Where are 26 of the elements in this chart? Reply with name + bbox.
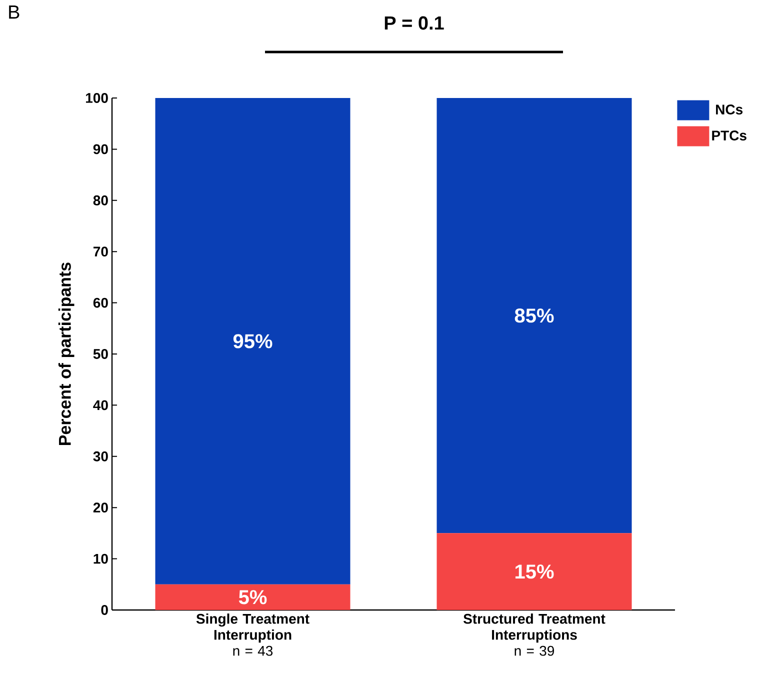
y-tick-label: 40: [93, 400, 108, 410]
text: B: [9, 6, 20, 19]
bar: [155, 98, 350, 584]
y-tick-label: 60: [93, 298, 108, 308]
text: P = 0.1: [384, 16, 444, 30]
data-label: 5%: [238, 590, 267, 604]
data-label: 15%: [515, 564, 554, 579]
data-label: 85%: [514, 308, 554, 323]
text: n = 43: [233, 646, 273, 656]
y-tick-label: 70: [94, 246, 108, 257]
text: n = 39: [514, 646, 554, 656]
data-label: 95%: [233, 334, 272, 348]
legend-label: NCs: [716, 104, 743, 114]
y-tick-label: 90: [93, 144, 108, 154]
y-tick-label: 0: [101, 605, 108, 615]
y-tick-label: 50: [93, 349, 108, 359]
y-tick-label: 10: [94, 554, 108, 564]
y-tick-label: 100: [86, 93, 108, 103]
legend-label: PTCs: [712, 130, 746, 140]
bar: [436, 98, 632, 534]
y-tick-label: 30: [93, 451, 108, 462]
bar: [155, 584, 350, 610]
bar: [436, 533, 632, 610]
y-tick-label: 20: [93, 502, 108, 513]
y-axis-title: Percent of participants: [58, 262, 74, 445]
y-tick-label: 80: [93, 195, 108, 206]
